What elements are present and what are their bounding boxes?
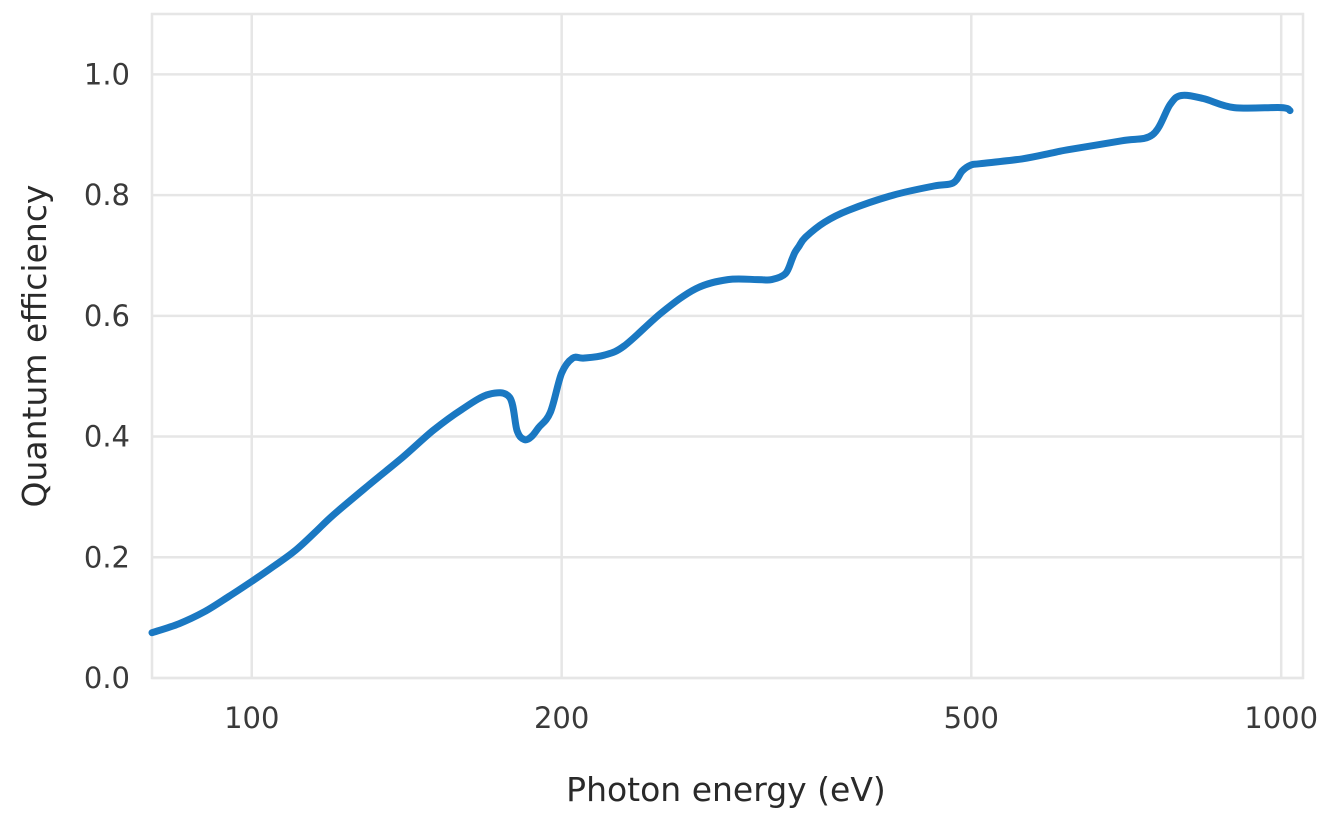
tick-labels: 0.0 0.2 0.4 0.6 0.8 1.0 100 200 500 1000 bbox=[84, 57, 1318, 735]
y-tick-label: 0.0 bbox=[84, 661, 130, 695]
y-tick-label: 0.6 bbox=[84, 299, 130, 333]
series-layer bbox=[148, 91, 1294, 637]
grid bbox=[150, 12, 1305, 680]
y-tick-label: 0.8 bbox=[84, 178, 130, 212]
plot-frame bbox=[150, 12, 1305, 680]
x-tick-label: 100 bbox=[224, 701, 279, 735]
x-axis-title: Photon energy (eV) bbox=[566, 770, 886, 809]
y-tick-label: 1.0 bbox=[84, 57, 130, 91]
x-tick-label: 500 bbox=[944, 701, 999, 735]
x-tick-label: 200 bbox=[534, 701, 589, 735]
y-axis-title: Quantum efficiency bbox=[15, 185, 54, 508]
y-tick-label: 0.2 bbox=[84, 540, 130, 574]
x-tick-label: 1000 bbox=[1244, 701, 1318, 735]
y-tick-label: 0.4 bbox=[84, 420, 130, 454]
series-line bbox=[148, 91, 1294, 637]
